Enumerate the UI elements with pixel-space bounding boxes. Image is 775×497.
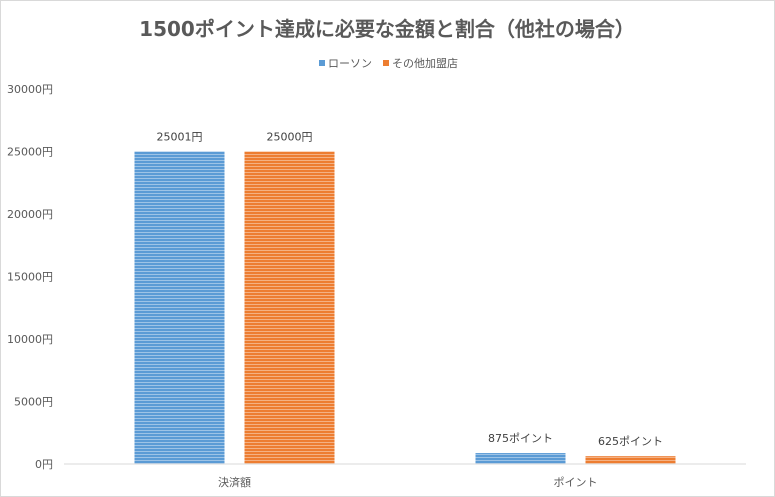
legend-swatch	[319, 60, 325, 66]
data-label: 875ポイント	[488, 432, 553, 445]
category-label: 決済額	[218, 475, 251, 489]
data-label: 25000円	[267, 131, 313, 144]
y-tick-label: 0円	[35, 458, 53, 471]
bar	[475, 453, 566, 464]
data-label: 25001円	[157, 130, 203, 143]
y-axis: 0円 5000円 10000円 15000円 20000円 25000円 30000円	[7, 83, 53, 471]
data-labels: 25001円 25000円 875ポイント 625ポイント	[157, 130, 664, 448]
bars	[134, 151, 676, 465]
y-tick-label: 30000円	[7, 83, 53, 96]
legend-label: その他加盟店	[392, 56, 458, 70]
legend-swatch	[383, 60, 389, 66]
data-label: 625ポイント	[598, 435, 663, 448]
chart-title: 1500ポイント達成に必要な金額と割合（他社の場合）	[139, 17, 635, 41]
y-tick-label: 25000円	[7, 146, 53, 159]
y-tick-label: 10000円	[7, 333, 53, 346]
x-axis: 決済額 ポイント	[218, 475, 598, 489]
bar	[585, 456, 676, 464]
y-tick-label: 15000円	[7, 271, 53, 284]
legend: ローソン その他加盟店	[319, 56, 458, 70]
bar	[244, 151, 335, 464]
category-label: ポイント	[554, 476, 598, 489]
y-tick-label: 5000円	[14, 396, 53, 409]
legend-label: ローソン	[328, 57, 372, 70]
bar	[134, 151, 225, 465]
y-tick-label: 20000円	[7, 208, 53, 221]
